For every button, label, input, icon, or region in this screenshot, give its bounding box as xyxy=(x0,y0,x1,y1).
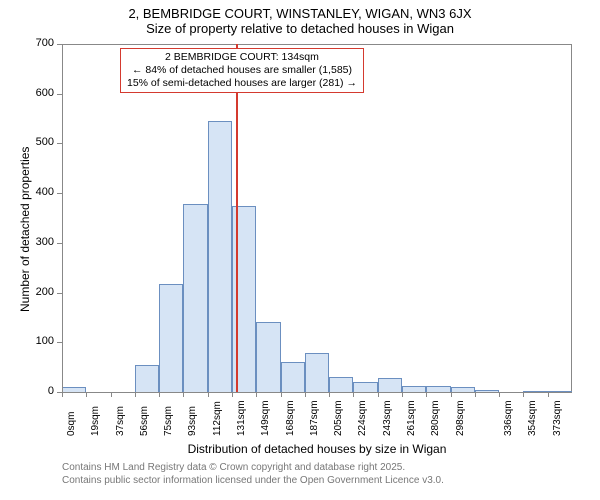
x-tick-mark xyxy=(548,392,549,397)
x-tick-mark xyxy=(329,392,330,397)
x-tick-label: 354sqm xyxy=(527,400,538,436)
y-tick-label: 500 xyxy=(24,136,54,148)
x-tick-label: 336sqm xyxy=(503,400,514,436)
histogram-bar xyxy=(159,284,183,392)
chart-container: 2, BEMBRIDGE COURT, WINSTANLEY, WIGAN, W… xyxy=(0,0,600,500)
y-tick-mark xyxy=(57,293,62,294)
plot-area xyxy=(62,44,572,392)
annotation-box: 2 BEMBRIDGE COURT: 134sqm← 84% of detach… xyxy=(120,48,364,93)
histogram-bar xyxy=(378,378,402,392)
x-tick-label: 37sqm xyxy=(115,406,126,436)
y-tick-mark xyxy=(57,94,62,95)
x-tick-label: 56sqm xyxy=(139,406,150,436)
x-tick-mark xyxy=(475,392,476,397)
x-tick-label: 131sqm xyxy=(236,400,247,436)
x-tick-mark xyxy=(111,392,112,397)
x-tick-mark xyxy=(183,392,184,397)
marker-vertical-line xyxy=(236,44,238,392)
y-tick-label: 600 xyxy=(24,87,54,99)
histogram-bar xyxy=(208,121,232,392)
histogram-bar xyxy=(353,382,377,392)
x-tick-mark xyxy=(426,392,427,397)
x-tick-label: 75sqm xyxy=(163,406,174,436)
x-tick-label: 0sqm xyxy=(66,412,77,436)
x-tick-label: 187sqm xyxy=(309,400,320,436)
x-tick-mark xyxy=(305,392,306,397)
x-axis-line xyxy=(62,392,572,393)
y-tick-label: 300 xyxy=(24,236,54,248)
footer-attribution: Contains HM Land Registry data © Crown c… xyxy=(62,462,444,487)
y-tick-mark xyxy=(57,143,62,144)
y-tick-label: 0 xyxy=(24,385,54,397)
y-tick-label: 400 xyxy=(24,186,54,198)
histogram-bar xyxy=(329,377,353,392)
histogram-bar xyxy=(305,353,329,392)
y-tick-label: 700 xyxy=(24,37,54,49)
y-tick-mark xyxy=(57,44,62,45)
y-tick-mark xyxy=(57,243,62,244)
x-tick-mark xyxy=(402,392,403,397)
x-tick-mark xyxy=(256,392,257,397)
x-tick-mark xyxy=(451,392,452,397)
x-tick-label: 261sqm xyxy=(406,400,417,436)
y-tick-mark xyxy=(57,342,62,343)
x-tick-label: 93sqm xyxy=(187,406,198,436)
chart-title-line1: 2, BEMBRIDGE COURT, WINSTANLEY, WIGAN, W… xyxy=(0,0,600,21)
x-tick-mark xyxy=(208,392,209,397)
x-tick-label: 224sqm xyxy=(357,400,368,436)
footer-line1: Contains HM Land Registry data © Crown c… xyxy=(62,462,444,475)
x-tick-mark xyxy=(281,392,282,397)
annotation-line3: 15% of semi-detached houses are larger (… xyxy=(127,77,357,90)
x-tick-label: 373sqm xyxy=(552,400,563,436)
chart-title-line2: Size of property relative to detached ho… xyxy=(0,21,600,38)
y-axis-line xyxy=(62,44,63,392)
x-tick-label: 19sqm xyxy=(90,406,101,436)
histogram-bar xyxy=(281,362,305,392)
x-tick-mark xyxy=(62,392,63,397)
x-tick-label: 298sqm xyxy=(455,400,466,436)
x-tick-label: 149sqm xyxy=(260,400,271,436)
y-tick-label: 100 xyxy=(24,335,54,347)
x-tick-label: 112sqm xyxy=(212,401,223,436)
x-tick-mark xyxy=(159,392,160,397)
histogram-bar xyxy=(135,365,159,392)
x-tick-label: 205sqm xyxy=(333,400,344,436)
x-tick-mark xyxy=(523,392,524,397)
annotation-line1: 2 BEMBRIDGE COURT: 134sqm xyxy=(127,51,357,64)
annotation-line2: ← 84% of detached houses are smaller (1,… xyxy=(127,64,357,77)
y-tick-mark xyxy=(57,193,62,194)
footer-line2: Contains public sector information licen… xyxy=(62,475,444,488)
x-tick-label: 168sqm xyxy=(285,400,296,436)
x-tick-mark xyxy=(232,392,233,397)
x-tick-mark xyxy=(499,392,500,397)
y-tick-label: 200 xyxy=(24,286,54,298)
x-tick-mark xyxy=(86,392,87,397)
x-tick-mark xyxy=(378,392,379,397)
x-tick-mark xyxy=(353,392,354,397)
x-tick-label: 243sqm xyxy=(382,400,393,436)
histogram-bar xyxy=(256,322,280,392)
x-tick-mark xyxy=(135,392,136,397)
x-tick-label: 280sqm xyxy=(430,400,441,436)
histogram-bar xyxy=(183,204,207,392)
x-axis-label: Distribution of detached houses by size … xyxy=(62,442,572,456)
